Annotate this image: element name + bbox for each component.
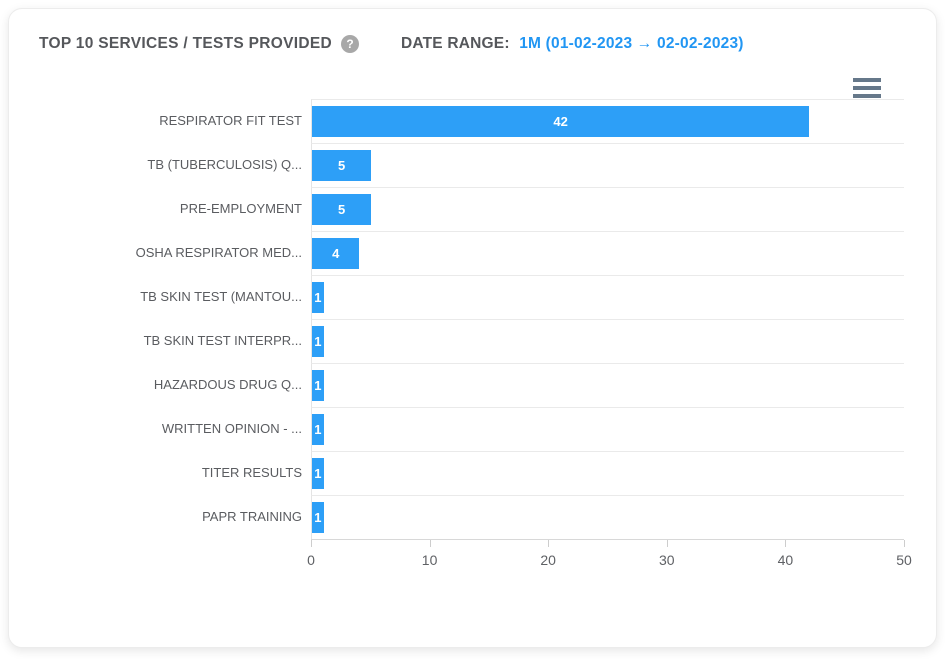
bar[interactable]: 1 — [312, 458, 324, 489]
chart-row: PRE-EMPLOYMENT 5 — [39, 187, 904, 231]
bar-value-label: 1 — [314, 290, 322, 305]
x-axis-tick — [311, 540, 312, 547]
bar-chart: RESPIRATOR FIT TEST 42 TB (TUBERCULOSIS) Q… — [39, 99, 912, 583]
bar-value-label: 1 — [314, 422, 322, 437]
category-label: HAZARDOUS DRUG Q... — [153, 377, 302, 392]
bar[interactable]: 42 — [312, 106, 810, 137]
bar-track: 1 — [311, 451, 904, 495]
chart-row: OSHA RESPIRATOR MED... 4 — [39, 231, 904, 275]
date-range-label: DATE RANGE: — [401, 35, 510, 52]
bar-value-label: 5 — [337, 202, 346, 217]
x-axis-tick-label: 40 — [777, 552, 794, 568]
bar-track: 1 — [311, 495, 904, 539]
hamburger-bar — [853, 78, 881, 82]
bar-track: 1 — [311, 275, 904, 319]
chart-header: TOP 10 SERVICES / TESTS PROVIDED ? DATE … — [9, 9, 936, 53]
chart-row: RESPIRATOR FIT TEST 42 — [39, 99, 904, 143]
category-label: TB (TUBERCULOSIS) Q... — [147, 157, 302, 172]
chart-title: TOP 10 SERVICES / TESTS PROVIDED — [39, 35, 332, 52]
bar[interactable]: 5 — [312, 194, 372, 225]
x-axis-tick — [548, 540, 550, 547]
category-label: PRE-EMPLOYMENT — [179, 201, 302, 216]
bar-track: 1 — [311, 407, 904, 451]
chart-row: HAZARDOUS DRUG Q... 1 — [39, 363, 904, 407]
category-label: WRITTEN OPINION - ... — [161, 421, 302, 436]
chart-row: TITER RESULTS 1 — [39, 451, 904, 495]
x-axis-tick-label: 10 — [421, 552, 438, 568]
bar-track: 5 — [311, 143, 904, 187]
category-label: TB SKIN TEST (MANTOU... — [140, 289, 302, 304]
bar-value-label: 1 — [314, 378, 322, 393]
bar-value-label: 5 — [337, 158, 346, 173]
bar[interactable]: 1 — [312, 326, 324, 357]
x-axis-tick-label: 30 — [659, 552, 675, 568]
date-range: DATE RANGE: 1M (01-02-2023 → 02-02-2023) — [401, 35, 744, 53]
bar-value-label: 1 — [314, 510, 322, 525]
bar-track: 4 — [311, 231, 904, 275]
category-label: TITER RESULTS — [201, 465, 302, 480]
bar[interactable]: 1 — [312, 282, 324, 313]
x-axis-tick — [785, 540, 787, 547]
help-icon[interactable]: ? — [341, 35, 359, 53]
chart-card: TOP 10 SERVICES / TESTS PROVIDED ? DATE … — [8, 8, 937, 648]
bar-track: 1 — [311, 319, 904, 363]
chart-row: WRITTEN OPINION - ... 1 — [39, 407, 904, 451]
x-axis: 0 10 20 30 40 50 — [307, 539, 912, 583]
hamburger-menu-icon[interactable] — [853, 78, 881, 98]
bar[interactable]: 1 — [312, 414, 324, 445]
bar-value-label: 1 — [314, 466, 322, 481]
chart-row: PAPR TRAINING 1 — [39, 495, 904, 539]
x-axis-tick — [666, 540, 668, 547]
bar[interactable]: 1 — [312, 502, 324, 533]
bar[interactable]: 5 — [312, 150, 372, 181]
bar-value-label: 42 — [553, 114, 568, 129]
category-label: TB SKIN TEST INTERPR... — [143, 333, 302, 348]
bar-track: 1 — [311, 363, 904, 407]
hamburger-bar — [853, 86, 881, 90]
category-label: RESPIRATOR FIT TEST — [159, 113, 302, 128]
x-axis-tick — [429, 540, 431, 547]
x-axis-tick-label: 0 — [307, 552, 315, 568]
title-group: TOP 10 SERVICES / TESTS PROVIDED ? — [39, 35, 359, 53]
x-axis-tick-label: 20 — [540, 552, 556, 568]
bar-value-label: 1 — [314, 334, 322, 349]
bar[interactable]: 4 — [312, 238, 360, 269]
chart-rows: RESPIRATOR FIT TEST 42 TB (TUBERCULOSIS) Q… — [39, 99, 904, 539]
bar[interactable]: 1 — [312, 370, 324, 401]
chart-row: TB SKIN TEST INTERPR... 1 — [39, 319, 904, 363]
chart-row: TB SKIN TEST (MANTOU... 1 — [39, 275, 904, 319]
date-range-value: 1M (01-02-2023 → 02-02-2023) — [519, 35, 744, 52]
chart-row: TB (TUBERCULOSIS) Q... 5 — [39, 143, 904, 187]
bar-track: 42 — [311, 99, 904, 143]
category-label: PAPR TRAINING — [202, 509, 302, 524]
bar-value-label: 4 — [332, 246, 340, 261]
hamburger-bar — [853, 94, 881, 98]
x-axis-tick-label: 50 — [896, 552, 912, 568]
x-axis-tick — [904, 540, 905, 547]
category-label: OSHA RESPIRATOR MED... — [135, 245, 302, 260]
bar-track: 5 — [311, 187, 904, 231]
